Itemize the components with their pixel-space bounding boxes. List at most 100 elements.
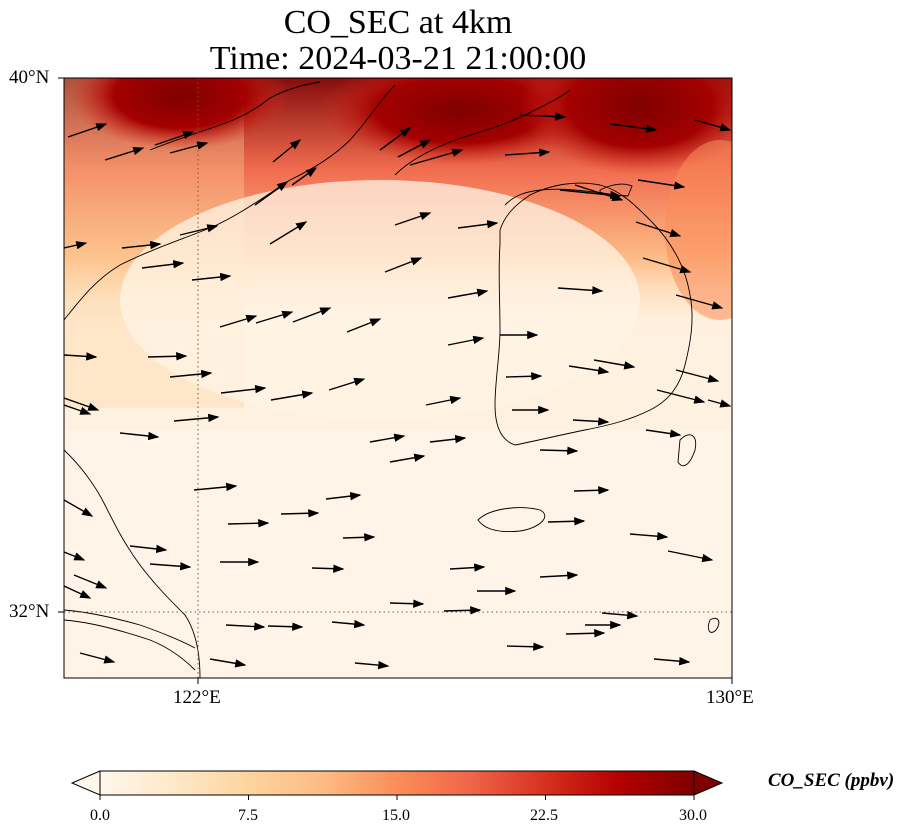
wind-arrow [67, 123, 108, 138]
wind-arrow [79, 652, 116, 664]
wind-arrow [291, 167, 318, 186]
wind-arrow [429, 434, 467, 444]
wind-arrow [409, 148, 464, 166]
colorbar-tick-label-15: 15.0 [382, 807, 410, 824]
wind-arrow [269, 221, 308, 245]
wind-arrow [601, 610, 639, 620]
colorbar-tick-label-30: 30.0 [679, 807, 707, 824]
wind-arrow [635, 221, 682, 238]
wind-arrow [64, 352, 98, 361]
wind-arrow [694, 119, 732, 132]
wind-arrow [191, 272, 232, 282]
wind-arrow [227, 519, 270, 528]
wind-arrow [254, 181, 289, 206]
wind-arrow [64, 499, 94, 517]
wind-arrow [255, 310, 294, 324]
wind-arrow [547, 517, 586, 526]
wind-arrow [425, 395, 462, 406]
xtick-label-130: 130°E [706, 687, 754, 708]
wind-arrow [346, 318, 382, 333]
wind-arrow [342, 533, 376, 542]
wind-arrow [394, 212, 432, 226]
wind-arrow [539, 446, 579, 455]
wind-arrow [169, 141, 209, 154]
wind-arrow [675, 369, 720, 383]
ytick-label-32: 32°N [9, 601, 50, 622]
wind-arrow [179, 224, 219, 236]
wind-arrow [557, 286, 604, 295]
wind-arrow [369, 433, 406, 443]
wind-arrow [64, 241, 88, 250]
wind-arrow [141, 260, 185, 269]
wind-arrow [559, 189, 622, 200]
wind-arrow [292, 307, 332, 323]
wind-arrow [193, 482, 238, 492]
wind-arrow [675, 294, 724, 310]
wind-arrow [565, 629, 606, 638]
wind-arrow [637, 179, 686, 190]
wind-arrow [539, 571, 579, 580]
wind-arrow [121, 240, 162, 250]
wind-arrow [593, 359, 636, 370]
wind-arrow [311, 564, 345, 573]
wind-arrow [629, 532, 669, 541]
wind-arrow [119, 431, 160, 441]
wind-arrow [267, 622, 304, 631]
coastlines [64, 81, 720, 678]
wind-arrow [64, 551, 86, 561]
wind-arrow [325, 491, 362, 501]
wind-arrow [397, 139, 432, 158]
colorbar-tick-label-7-5: 7.5 [238, 807, 258, 824]
wind-arrow [328, 377, 366, 391]
wind-arrow [707, 399, 732, 408]
wind-arrow [104, 146, 145, 161]
wind-arrow [667, 550, 714, 563]
wind-arrow [449, 563, 486, 572]
wind-arrow [220, 384, 267, 394]
wind-arrow [129, 544, 168, 554]
wind-arrow [270, 390, 314, 401]
wind-arrow [505, 372, 543, 381]
wind-arrow [519, 112, 567, 121]
wind-arrow [443, 606, 482, 615]
wind-arrow [354, 660, 390, 670]
wind-arrow [154, 131, 195, 146]
wind-arrow [447, 288, 489, 299]
colorbar-extend-min [70, 770, 101, 796]
wind-arrow [568, 365, 610, 375]
wind-arrow [331, 619, 366, 629]
wind-arrow [572, 417, 610, 426]
colorbar-title: CO_SEC (ppbv) [768, 770, 895, 791]
colorbar [70, 770, 724, 800]
colorbar-gradient [100, 771, 694, 795]
colorbar-extend-max [693, 770, 724, 796]
wind-arrow [642, 257, 692, 274]
colorbar-tick-label-0: 0.0 [90, 807, 110, 824]
wind-arrow [147, 352, 188, 361]
wind-arrow [384, 257, 423, 273]
wind-arrow [506, 642, 545, 651]
wind-arrow [504, 148, 551, 157]
wind-arrow [656, 389, 706, 404]
wind-arrow [64, 404, 92, 415]
wind-arrow [653, 656, 691, 666]
xtick-label-122: 122°E [173, 687, 221, 708]
wind-arrow [173, 413, 220, 423]
wind-arrow [73, 574, 108, 589]
wind-arrow [645, 429, 682, 438]
axis-ticks [58, 77, 733, 684]
wind-arrow [64, 397, 100, 411]
chart-title-line2: Time: 2024-03-21 21:00:00 [209, 40, 587, 77]
gridlines [64, 78, 732, 678]
wind-arrow [64, 585, 92, 599]
colorbar-tick-label-22-5: 22.5 [530, 807, 558, 824]
wind-arrow [389, 599, 425, 608]
wind-arrow [209, 658, 247, 668]
wind-arrow [219, 314, 258, 328]
wind-arrow [169, 369, 213, 379]
wind-arrow [573, 486, 610, 495]
chart-title-line1: CO_SEC at 4km [283, 4, 513, 41]
wind-arrow [225, 622, 266, 631]
ytick-label-40: 40°N [9, 67, 50, 88]
